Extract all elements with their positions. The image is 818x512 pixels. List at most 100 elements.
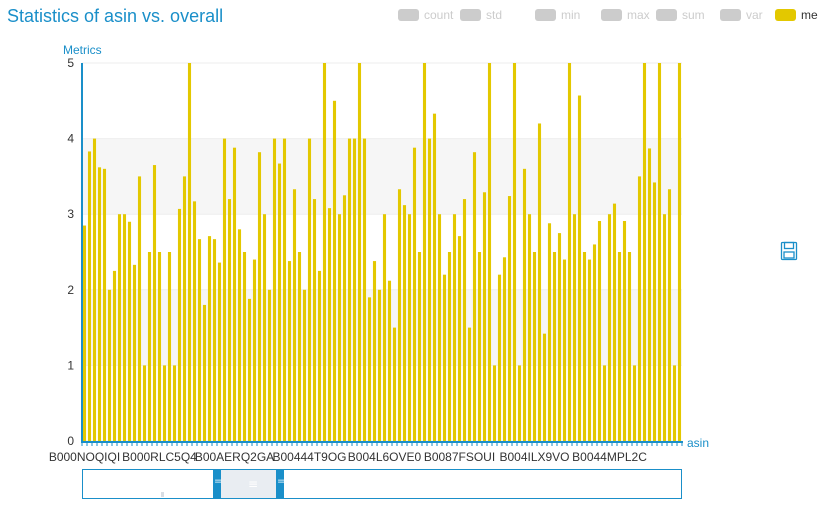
- bar: [237, 229, 242, 441]
- bar: [277, 163, 282, 441]
- bar: [117, 214, 122, 441]
- legend-swatch: [460, 9, 481, 21]
- bar: [82, 225, 87, 441]
- bar: [672, 365, 677, 441]
- bar: [137, 176, 142, 441]
- bar: [647, 148, 652, 442]
- bar: [557, 233, 562, 441]
- y-tick-label: 3: [67, 207, 74, 221]
- bar: [627, 252, 632, 441]
- bar: [447, 252, 452, 441]
- legend-swatch: [656, 9, 677, 21]
- bar: [97, 167, 102, 441]
- legend-label: mean: [801, 8, 818, 22]
- grid-band: [82, 214, 682, 290]
- bar: [522, 168, 527, 441]
- x-tick-label: B0087FSOUI: [424, 450, 495, 464]
- bar: [332, 100, 337, 442]
- bar: [182, 176, 187, 441]
- bar: [232, 147, 237, 441]
- legend-label: count: [424, 8, 454, 22]
- data-zoom-grip-icon: ≡: [248, 477, 259, 491]
- bar: [497, 274, 502, 441]
- bar: [467, 327, 472, 441]
- bar: [267, 289, 272, 441]
- bar: [582, 252, 587, 441]
- bar: [257, 152, 262, 441]
- bar: [242, 252, 247, 441]
- bar: [287, 261, 292, 441]
- bar: [432, 113, 437, 441]
- data-zoom-left-handle[interactable]: [213, 470, 222, 498]
- bar: [352, 138, 357, 441]
- bar: [157, 252, 162, 441]
- bar: [367, 297, 372, 441]
- legend-swatch: [775, 9, 796, 21]
- bar: [477, 252, 482, 441]
- bar: [187, 63, 192, 441]
- bar: [357, 63, 362, 441]
- bar: [342, 195, 347, 441]
- bar: [212, 239, 217, 441]
- grid-band: [82, 63, 682, 139]
- bar: [142, 365, 147, 441]
- bar: [107, 289, 112, 441]
- bar: [537, 123, 542, 441]
- bar: [127, 221, 132, 441]
- save-icon[interactable]: [780, 241, 798, 261]
- bar: [507, 196, 512, 441]
- bar: [122, 214, 127, 441]
- bar: [147, 252, 152, 441]
- grid-band: [82, 138, 682, 215]
- bar: [547, 223, 552, 441]
- bar: [282, 138, 287, 441]
- bar: [612, 203, 617, 441]
- data-zoom-right-handle[interactable]: [276, 470, 285, 498]
- legend-label: sum: [682, 8, 705, 22]
- bar: [527, 214, 532, 441]
- x-tick-label: B000RLC5Q4: [122, 450, 197, 464]
- bar: [667, 189, 672, 441]
- bar: [562, 259, 567, 441]
- data-zoom-selection[interactable]: [217, 470, 279, 498]
- bar: [132, 264, 137, 441]
- bar: [372, 261, 377, 441]
- bar: [292, 189, 297, 441]
- bar: [192, 201, 197, 441]
- bar: [252, 259, 257, 441]
- bar: [172, 365, 177, 441]
- bar: [607, 214, 612, 441]
- bar: [382, 214, 387, 441]
- bar: [617, 252, 622, 441]
- legend-label: max: [627, 8, 650, 22]
- bar: [637, 176, 642, 441]
- bar: [487, 63, 492, 441]
- legend-label: var: [746, 8, 763, 22]
- grid-band: [82, 289, 682, 366]
- legend-swatch: [535, 9, 556, 21]
- bar: [662, 214, 667, 441]
- bar: [202, 304, 207, 441]
- bar: [302, 289, 307, 441]
- bar: [197, 239, 202, 441]
- bar: [222, 138, 227, 441]
- grid-band: [82, 365, 682, 441]
- bar: [412, 147, 417, 441]
- x-tick-label: B004L6OVE0: [348, 450, 422, 464]
- legend-label: std: [486, 8, 503, 22]
- bar: [452, 214, 457, 441]
- legend-swatch: [601, 9, 622, 21]
- bar: [472, 152, 477, 441]
- bar: [92, 138, 97, 441]
- bar: [552, 252, 557, 441]
- bar: [327, 208, 332, 441]
- bar: [482, 192, 487, 441]
- bar: [337, 214, 342, 441]
- bar: [657, 63, 662, 441]
- x-tick-label: B004ILX9VO: [499, 450, 569, 464]
- bar: [112, 270, 117, 441]
- bar: [492, 365, 497, 441]
- bar: [442, 274, 447, 441]
- data-zoom-slider[interactable]: ≡: [82, 469, 682, 499]
- bar: [307, 138, 312, 441]
